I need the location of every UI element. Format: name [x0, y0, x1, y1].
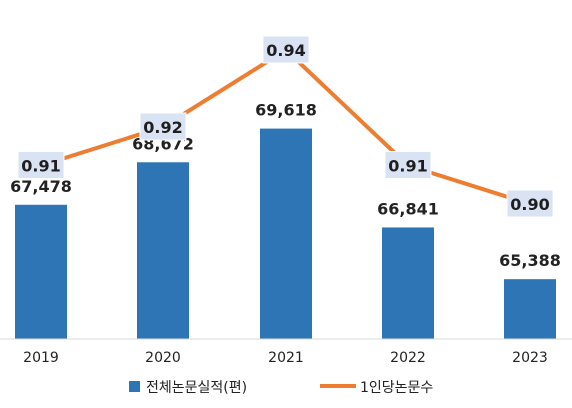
- legend-swatch-bar: [129, 381, 140, 392]
- bar-series: [15, 128, 556, 339]
- bar-2021: [260, 128, 312, 339]
- legend: 전체논문실적(편) 1인당논문수: [129, 380, 433, 396]
- line-label-2022: 0.91: [388, 157, 427, 176]
- legend-label-line: 1인당논문수: [360, 380, 433, 396]
- line-label-2021: 0.94: [266, 41, 305, 60]
- line-point-2019: 0.91: [17, 151, 65, 179]
- line-point-2022: 0.91: [384, 151, 432, 179]
- legend-label-bar: 전체논문실적(편): [146, 380, 247, 396]
- bar-2019: [15, 204, 67, 339]
- bar-label-2023: 65,388: [499, 251, 561, 270]
- line-label-2023: 0.90: [510, 195, 549, 214]
- line-label-box-2019: [17, 151, 65, 179]
- line-label-box-2023: [506, 189, 554, 218]
- bar-2023: [504, 279, 556, 339]
- line-point-2021: 0.94: [262, 35, 310, 64]
- bar-2022: [382, 227, 434, 339]
- bar-label-2022: 66,841: [377, 199, 439, 218]
- bar-label-2021: 69,618: [255, 101, 317, 120]
- x-tick-2021: 2021: [268, 350, 304, 366]
- line-label-box-2022: [384, 151, 432, 179]
- x-tick-labels: 2019 2020 2021 2022 2023: [23, 350, 548, 366]
- line-label-box-2020: [139, 112, 187, 141]
- line-label-2019: 0.91: [21, 157, 60, 176]
- bar-2020: [137, 162, 189, 339]
- line-data-labels: 0.91 0.92 0.94 0.91 0.90: [17, 35, 554, 218]
- x-tick-2022: 2022: [390, 350, 426, 366]
- x-tick-2023: 2023: [512, 350, 548, 366]
- line-label-2020: 0.92: [143, 118, 182, 137]
- line-point-2020: 0.92: [139, 112, 187, 141]
- line-point-2023: 0.90: [506, 189, 554, 218]
- bar-label-2019: 67,478: [10, 177, 72, 196]
- x-tick-2019: 2019: [23, 350, 59, 366]
- x-tick-2020: 2020: [145, 350, 181, 366]
- line-label-box-2021: [262, 35, 310, 64]
